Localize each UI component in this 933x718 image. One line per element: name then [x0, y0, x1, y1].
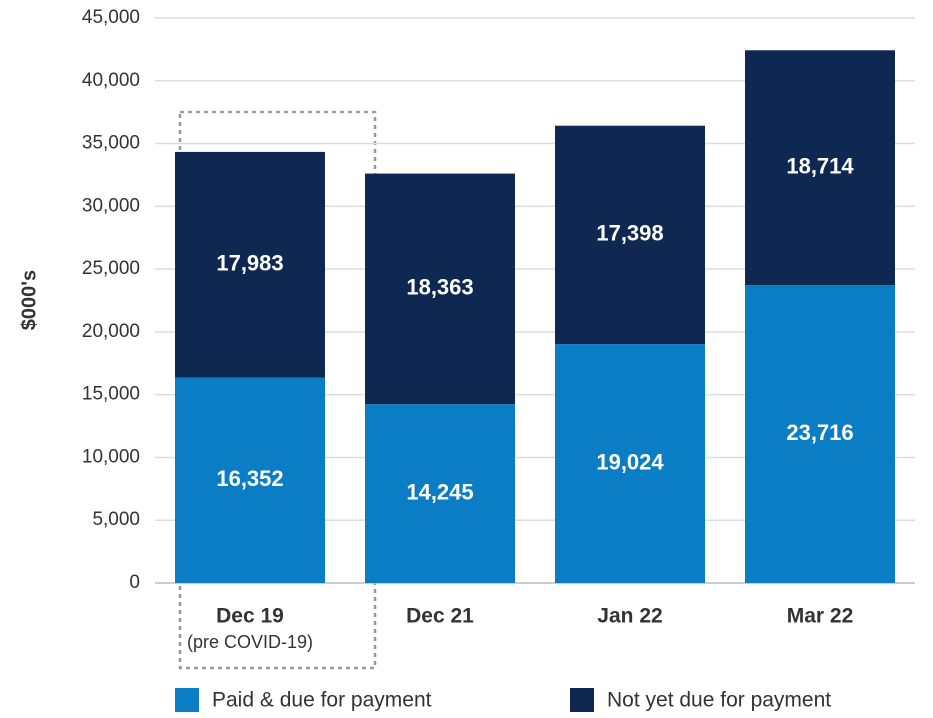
y-tick-label: 30,000 [82, 195, 140, 216]
data-label: 17,398 [596, 221, 663, 246]
y-tick-label: 40,000 [82, 70, 140, 91]
data-label: 18,363 [406, 275, 473, 300]
data-label: 16,352 [216, 466, 283, 491]
bar-segment [745, 285, 895, 583]
data-label: 19,024 [596, 449, 664, 474]
x-tick-label: Dec 19 [216, 605, 284, 628]
legend-swatch [175, 688, 199, 712]
bar-segment [745, 50, 895, 286]
y-tick-label: 5,000 [92, 509, 140, 530]
bar-segment [365, 404, 515, 583]
bar-segment [175, 151, 325, 378]
y-tick-label: 35,000 [82, 133, 140, 154]
bar-segment [365, 173, 515, 405]
x-tick-label: Mar 22 [787, 605, 854, 628]
data-label: 23,716 [786, 420, 853, 445]
y-tick-label: 25,000 [82, 258, 140, 279]
y-tick-label: 0 [129, 572, 140, 593]
bar-segment [555, 125, 705, 345]
legend-label: Paid & due for payment [212, 689, 432, 712]
legend-swatch [570, 688, 594, 712]
bar-segment [555, 344, 705, 583]
x-tick-label: Jan 22 [597, 605, 662, 628]
data-label: 14,245 [406, 479, 473, 504]
y-tick-label: 45,000 [82, 7, 140, 28]
y-tick-label: 15,000 [82, 384, 140, 405]
legend-label: Not yet due for payment [607, 689, 831, 712]
bar-segment [175, 377, 325, 583]
x-tick-label: Dec 21 [406, 605, 474, 628]
y-tick-label: 10,000 [82, 446, 140, 467]
data-label: 18,714 [786, 154, 854, 179]
category-note: (pre COVID-19) [187, 632, 313, 652]
data-label: 17,983 [216, 251, 283, 276]
y-axis-label: $000's [18, 270, 40, 330]
y-tick-label: 20,000 [82, 321, 140, 342]
